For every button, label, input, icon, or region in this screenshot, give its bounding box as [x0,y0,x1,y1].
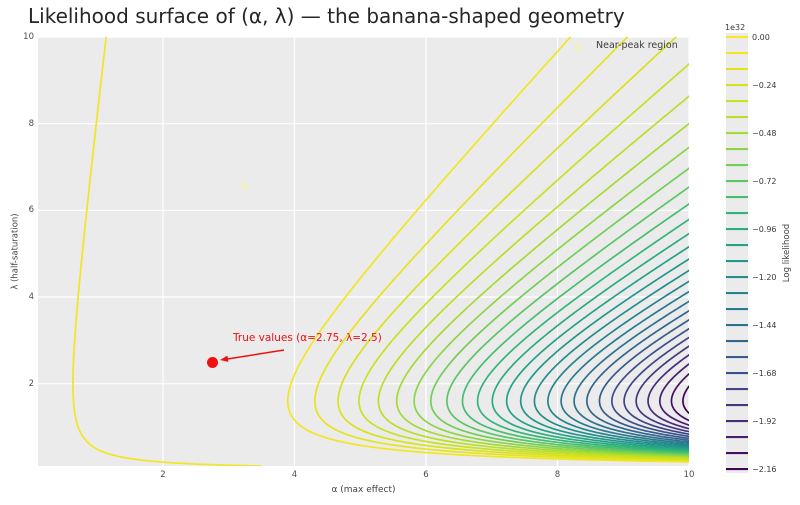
x-tick-label: 10 [683,470,695,480]
colorbar [726,33,748,473]
y-tick-label: 8 [28,118,34,129]
colorbar-tick-label: −1.44 [752,320,777,330]
y-tick-label: 6 [28,205,34,216]
colorbar-tick-label: −2.16 [752,464,777,474]
x-tick-label: 6 [423,470,429,480]
colorbar-tick-label: −0.48 [752,128,777,138]
true-values-marker [207,357,218,368]
colorbar-tick-label: −1.68 [752,368,777,378]
colorbar-tick-label: −0.72 [752,176,777,186]
colorbar-offset-label: 1e32 [725,23,746,32]
x-tick-label: 8 [554,470,561,480]
near-peak-region-label: Near-peak region [596,40,678,51]
colorbar-tick-label: −1.20 [752,272,777,282]
colorbar-tick-label: −0.96 [752,224,777,234]
x-tick-label: 4 [291,470,298,480]
colorbar-tick-label: 0.00 [752,32,770,42]
y-tick-label: 2 [28,378,34,389]
colorbar-tick-label: −0.24 [752,80,777,90]
colorbar-tick-label: −1.92 [752,416,777,426]
contour-plot-area [38,37,689,466]
x-tick-label: 2 [160,470,166,480]
y-axis-label: λ (half-saturation) [10,213,21,290]
y-tick-label: 4 [28,292,34,302]
x-axis-label: α (max effect) [331,485,396,495]
true-values-annotation: True values (α=2.75, λ=2.5) [233,332,382,344]
chart-title: Likelihood surface of (α, λ) — the banan… [28,4,625,28]
y-tick-label: 10 [23,32,34,42]
